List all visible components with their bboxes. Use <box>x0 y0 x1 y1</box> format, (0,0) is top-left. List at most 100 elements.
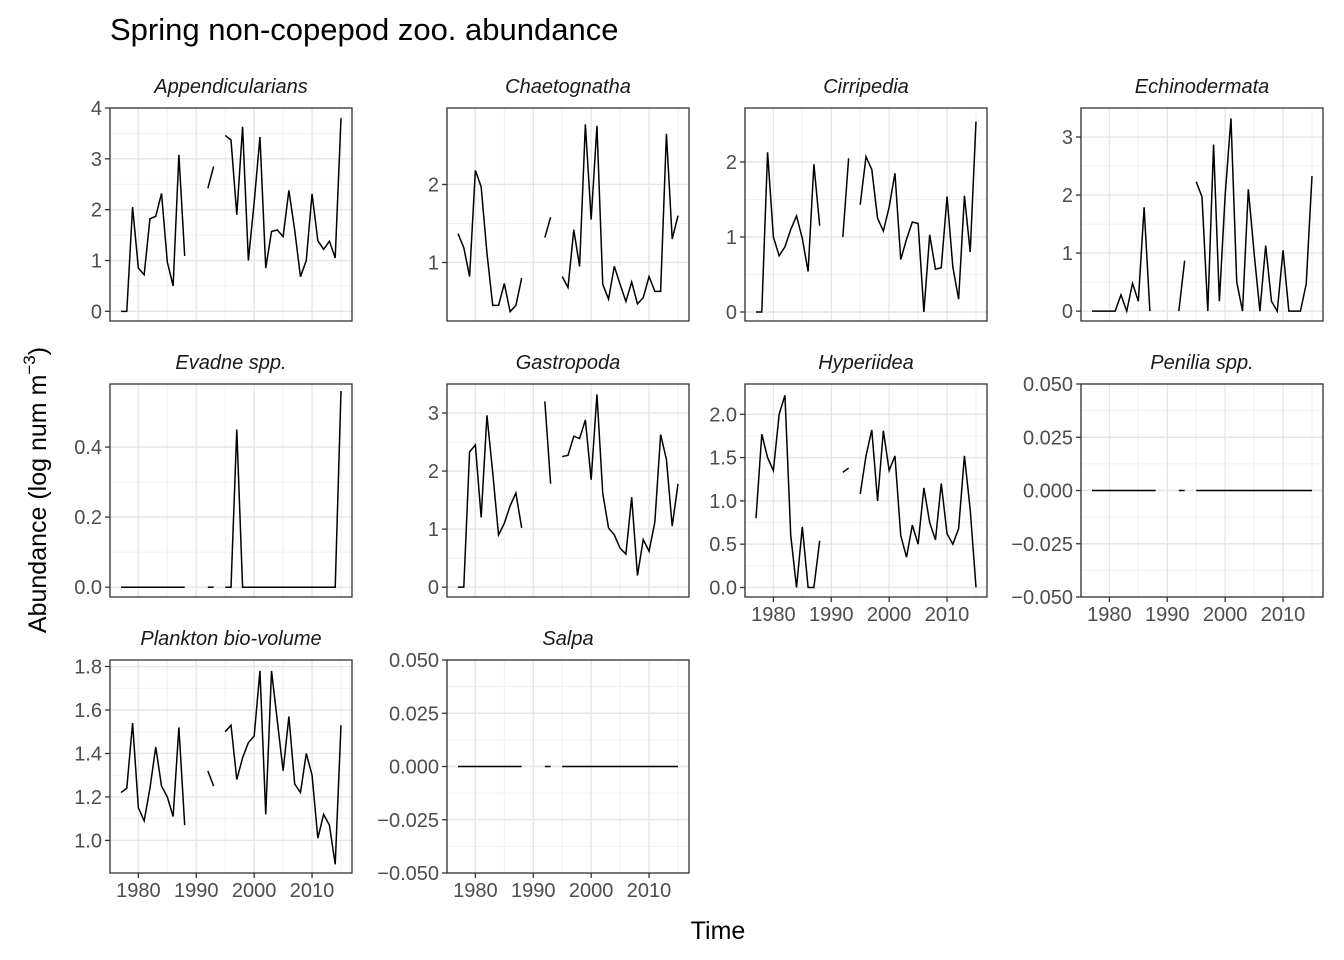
y-tick-label: 0.2 <box>74 507 102 529</box>
x-tick-label: 2000 <box>569 880 614 902</box>
panel-border <box>744 383 988 598</box>
series-line-segment <box>207 166 215 189</box>
y-tick-label: 0.000 <box>1023 481 1073 503</box>
y-tick-label: 1.6 <box>74 700 102 722</box>
x-tick-label: 2000 <box>867 604 912 626</box>
series-line-segment <box>1092 207 1151 314</box>
panel-strip-label: Penilia spp. <box>1150 352 1253 374</box>
panel-border <box>109 107 353 322</box>
panel-strip-label: Chaetognatha <box>505 76 631 98</box>
series-line-segment <box>224 670 342 865</box>
y-tick-label: 2 <box>1062 185 1073 207</box>
y-tick-label: 0 <box>428 577 439 599</box>
x-tick-label: 2000 <box>1203 604 1248 626</box>
x-tick-label: 1990 <box>809 604 854 626</box>
y-tick-label: 0.5 <box>709 534 737 556</box>
y-tick-label: 0.050 <box>1023 374 1073 396</box>
y-tick-label: 1.4 <box>74 743 102 765</box>
panel-strip-label: Evadne spp. <box>175 352 286 374</box>
y-tick-label: 2 <box>726 152 737 174</box>
x-tick-label: 1980 <box>116 880 161 902</box>
series-line-segment <box>544 401 552 484</box>
panel-border <box>446 383 690 598</box>
panel-penilia-spp: Penilia spp. −0.050 −0.025 0.000 0.025 0.050 1… <box>1011 352 1324 626</box>
y-tick-label: 0.050 <box>389 650 439 672</box>
x-tick-label: 1990 <box>174 880 219 902</box>
y-tick-label: 1 <box>726 227 737 249</box>
x-tick-label: 2010 <box>290 880 335 902</box>
series-line-segment <box>859 121 977 313</box>
y-tick-label: 0 <box>91 301 102 323</box>
series-line-segment <box>842 158 850 238</box>
series-line-segment <box>207 770 215 787</box>
panel-cirripedia: Cirripedia 0 1 2 <box>726 76 988 324</box>
panel-plankton-bio-volume: Plankton bio-volume 1.0 1.2 1.4 1.6 1.8 1980 19… <box>74 628 353 902</box>
panel-strip-label: Salpa <box>542 628 593 650</box>
series-line-segment <box>458 415 523 588</box>
y-tick-label: 0 <box>1062 301 1073 323</box>
y-tick-label: 1 <box>428 519 439 541</box>
series-line-segment <box>1195 118 1313 314</box>
y-axis-title-main: Abundance (log num m <box>24 375 52 633</box>
y-tick-label: 1.2 <box>74 787 102 809</box>
y-tick-label: 1.0 <box>74 830 102 852</box>
y-tick-label: 1 <box>91 251 102 273</box>
x-tick-label: 2010 <box>1261 604 1306 626</box>
y-axis-title-superscript: −3 <box>20 355 39 374</box>
y-tick-label: 0.0 <box>709 577 737 599</box>
y-tick-label: 2 <box>428 461 439 483</box>
y-tick-label: −0.025 <box>377 810 439 832</box>
y-tick-label: 0.0 <box>74 577 102 599</box>
x-tick-label: 1980 <box>751 604 796 626</box>
panel-strip-label: Cirripedia <box>823 76 909 98</box>
series-line-segment <box>544 217 552 238</box>
series-line-segment <box>121 154 186 313</box>
x-axis-title: Time <box>691 917 746 945</box>
y-tick-label: −0.050 <box>377 863 439 885</box>
panel-strip-label: Hyperiidea <box>818 352 914 374</box>
y-tick-label: 0.025 <box>389 703 439 725</box>
y-tick-label: 0.000 <box>389 757 439 779</box>
series-line-segment <box>859 429 977 588</box>
x-tick-label: 1990 <box>511 880 556 902</box>
panel-border <box>1080 383 1324 598</box>
panel-echinodermata: Echinodermata 0 1 2 3 <box>1062 76 1324 323</box>
panel-strip-label: Appendicularians <box>153 76 307 98</box>
y-tick-label: 3 <box>91 149 102 171</box>
x-tick-label: 1990 <box>1145 604 1190 626</box>
panel-strip-label: Gastropoda <box>516 352 621 374</box>
y-tick-label: 1 <box>428 252 439 274</box>
y-tick-label: 1 <box>1062 243 1073 265</box>
panel-evadne-spp: Evadne spp. 0.0 0.2 0.4 <box>74 352 353 599</box>
panel-appendicularians: Appendicularians 0 1 2 3 4 <box>91 76 353 323</box>
panel-salpa: Salpa −0.050 −0.025 0.000 0.025 0.050 1980 1990… <box>377 628 690 902</box>
y-tick-label: 1.8 <box>74 657 102 679</box>
panel-border <box>1080 107 1324 322</box>
series-line-segment <box>457 170 523 314</box>
series-line-segment <box>562 394 679 576</box>
y-tick-label: 3 <box>1062 127 1073 149</box>
series-line-segment <box>561 124 679 306</box>
y-tick-label: 0 <box>726 302 737 324</box>
y-tick-label: 1.0 <box>709 491 737 513</box>
series-line-segment <box>120 722 186 826</box>
panel-border <box>446 107 690 322</box>
x-tick-label: 2010 <box>925 604 970 626</box>
series-line-segment <box>842 467 850 473</box>
series-line-segment <box>224 118 342 278</box>
y-tick-label: 0.4 <box>74 437 102 459</box>
panel-border <box>109 659 353 874</box>
x-tick-label: 1980 <box>1087 604 1132 626</box>
y-axis-title: Abundance (log num m−3) <box>20 347 52 633</box>
series-line-segment <box>225 390 342 588</box>
y-axis-title-close: ) <box>24 347 52 355</box>
y-tick-label: 2.0 <box>709 404 737 426</box>
panel-border <box>744 107 988 322</box>
series-line-segment <box>1178 260 1186 312</box>
panel-chaetognatha: Chaetognatha 1 2 <box>428 76 690 322</box>
y-tick-label: 2 <box>91 200 102 222</box>
series-line-segment <box>755 395 821 589</box>
x-tick-label: 2010 <box>627 880 672 902</box>
y-tick-label: 4 <box>91 98 102 120</box>
